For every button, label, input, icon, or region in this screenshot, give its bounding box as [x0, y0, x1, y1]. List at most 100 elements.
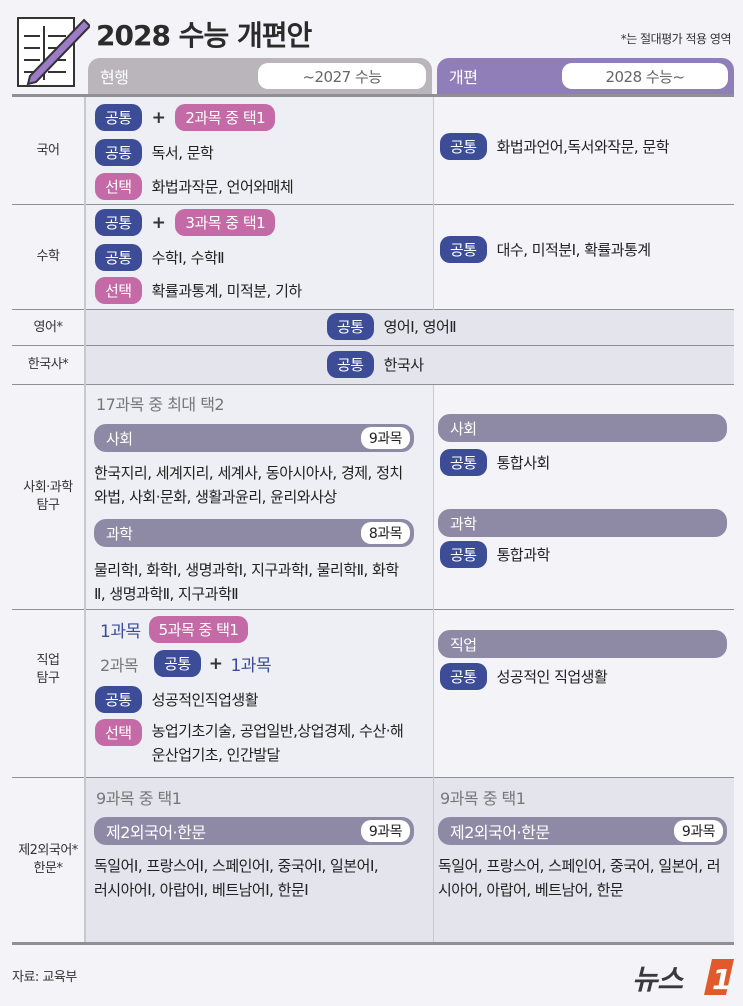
- current-column-bg: [86, 96, 434, 310]
- bar-label: 과학: [106, 524, 133, 543]
- exam-pencil-icon: [14, 14, 92, 90]
- new-science-bar: 과학: [438, 509, 727, 537]
- divider: [12, 384, 734, 385]
- new-science-common: 공통 통합과학: [440, 541, 550, 568]
- bar-label: 사회: [106, 429, 133, 448]
- bar-label: 사회: [450, 419, 477, 438]
- math-current-common: 공통 수학Ⅰ, 수학Ⅱ: [95, 244, 225, 271]
- divider: [12, 204, 734, 205]
- science-subjects: 물리학Ⅰ, 화학Ⅰ, 생명과학Ⅰ, 지구과학Ⅰ, 물리학Ⅱ, 화학Ⅱ, 생명과학…: [94, 561, 399, 603]
- foreign-current-choice: 9과목 중 택1: [96, 789, 182, 808]
- new-header: 개편 2028 수능~: [437, 58, 734, 94]
- vocational-select: 선택 농업기초기술, 공업일반,상업경제, 수산·해운산업기초, 인간발달: [95, 719, 407, 767]
- korean-current-select: 선택 화법과작문, 언어와매체: [95, 173, 294, 200]
- divider: [12, 309, 734, 310]
- select-tag: 선택: [95, 173, 142, 200]
- count-badge: 9과목: [673, 820, 723, 842]
- shared-row-bg: [86, 310, 734, 385]
- new-social-bar: 사회: [438, 414, 727, 442]
- svg-text:1: 1: [712, 963, 731, 996]
- bar-label: 직업: [450, 635, 477, 654]
- row-label-math: 수학: [36, 249, 60, 264]
- subjects: 성공적인직업생활: [151, 691, 259, 709]
- page-title: 2028 수능 개편안: [96, 19, 312, 52]
- common-tag: 공통: [154, 650, 201, 677]
- count-text: 2과목: [100, 655, 139, 675]
- korean-new-common: 공통 화법과언어,독서와작문, 문학: [440, 133, 670, 160]
- col-divider: [433, 385, 434, 942]
- count-badge: 8과목: [360, 522, 410, 544]
- vocational-two: 2과목 공통 +1과목: [100, 650, 272, 677]
- col-divider: [84, 97, 86, 942]
- divider: [12, 345, 734, 346]
- count-text: 1과목: [230, 656, 272, 676]
- common-tag: 공통: [440, 449, 487, 476]
- common-tag: 공통: [440, 663, 487, 690]
- absolute-eval-note: *는 절대평가 적용 영역: [620, 32, 732, 46]
- divider: [12, 94, 734, 97]
- new-range: 2028 수능~: [562, 63, 728, 89]
- math-current-choice: 공통 +3과목 중 택1: [95, 209, 276, 236]
- subjects: 독서, 문학: [151, 144, 214, 162]
- common-tag: 공통: [95, 209, 142, 236]
- source-text: 자료: 교육부: [12, 970, 77, 985]
- math-current-select: 선택 확률과통계, 미적분, 기하: [95, 277, 302, 304]
- divider: [12, 609, 734, 610]
- subjects: 성공적인 직업생활: [496, 668, 608, 686]
- common-tag: 공통: [440, 541, 487, 568]
- subjects: 화법과언어,독서와작문, 문학: [496, 138, 670, 156]
- choice-tag: 5과목 중 택1: [148, 616, 249, 643]
- foreign-new-subjects: 독일어, 프랑스어, 스페인어, 중국어, 일본어, 러시아어, 아랍어, 베트…: [438, 857, 721, 899]
- inquiry-choice: 17과목 중 최대 택2: [96, 395, 225, 414]
- science-bar: 과학 8과목: [94, 519, 414, 547]
- subjects: 대수, 미적분Ⅰ, 확률과통계: [496, 241, 652, 259]
- bar-label: 제2외국어·한문: [450, 823, 550, 842]
- common-tag: 공통: [327, 313, 374, 340]
- count-badge: 9과목: [360, 820, 410, 842]
- vocational-one: 1과목 5과목 중 택1: [100, 616, 249, 643]
- subjects: 영어Ⅰ, 영어Ⅱ: [383, 318, 457, 336]
- vocational-common: 공통 성공적인직업생활: [95, 686, 259, 713]
- subjects: 확률과통계, 미적분, 기하: [151, 282, 303, 300]
- shared-row-bg: [86, 778, 734, 943]
- divider: [12, 777, 734, 778]
- row-label-foreign: 제2외국어* 한문*: [18, 843, 78, 876]
- new-vocational-bar: 직업: [438, 630, 727, 658]
- common-tag: 공통: [95, 104, 142, 131]
- choice-tag: 2과목 중 택1: [175, 104, 276, 131]
- history-common: 공통 한국사: [327, 351, 424, 378]
- news1-logo: 뉴스 1: [632, 955, 737, 997]
- choice-tag: 3과목 중 택1: [175, 209, 276, 236]
- english-common: 공통 영어Ⅰ, 영어Ⅱ: [327, 313, 457, 340]
- common-tag: 공통: [95, 139, 142, 166]
- social-bar: 사회 9과목: [94, 424, 414, 452]
- select-tag: 선택: [95, 277, 142, 304]
- row-label-inquiry: 사회·과학 탐구: [23, 480, 73, 513]
- common-tag: 공통: [95, 686, 142, 713]
- new-vocational-common: 공통 성공적인 직업생활: [440, 663, 608, 690]
- row-label-history: 한국사*: [27, 357, 69, 372]
- foreign-current-subjects: 독일어Ⅰ, 프랑스어Ⅰ, 스페인어Ⅰ, 중국어Ⅰ, 일본어Ⅰ, 러시아어Ⅰ, 아…: [94, 857, 379, 899]
- foreign-new-choice: 9과목 중 택1: [440, 789, 526, 808]
- col-divider: [433, 97, 434, 310]
- count-text: 1과목: [100, 622, 141, 642]
- current-header: 현행 ~2027 수능: [88, 58, 432, 94]
- common-tag: 공통: [440, 236, 487, 263]
- select-tag: 선택: [95, 719, 142, 746]
- row-label-english: 영어*: [33, 319, 63, 335]
- math-new-common: 공통 대수, 미적분Ⅰ, 확률과통계: [440, 236, 651, 263]
- common-tag: 공통: [95, 244, 142, 271]
- subjects: 통합사회: [496, 454, 551, 472]
- korean-current-choice: 공통 +2과목 중 택1: [95, 104, 276, 131]
- plus-sign: +: [151, 212, 166, 233]
- common-tag: 공통: [327, 351, 374, 378]
- current-range: ~2027 수능: [258, 63, 426, 89]
- plus-sign: +: [151, 107, 166, 128]
- social-subjects: 한국지리, 세계지리, 세계사, 동아시아사, 경제, 정치와법, 사회·문화,…: [94, 464, 403, 506]
- subjects: 화법과작문, 언어와매체: [151, 178, 294, 196]
- common-tag: 공통: [440, 133, 487, 160]
- bar-label: 과학: [450, 514, 477, 533]
- bar-label: 제2외국어·한문: [106, 823, 206, 842]
- foreign-new-bar: 제2외국어·한문 9과목: [438, 817, 727, 845]
- plus-sign: +: [208, 653, 223, 674]
